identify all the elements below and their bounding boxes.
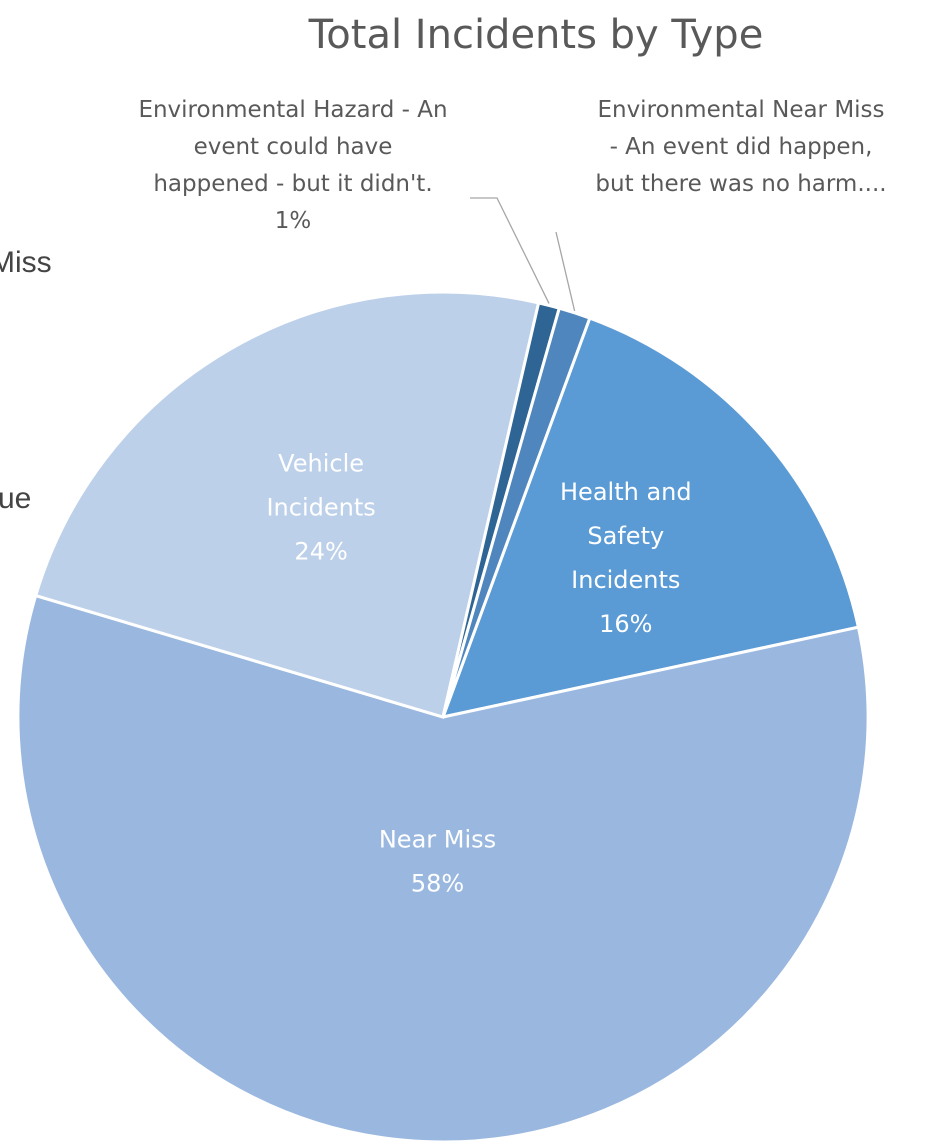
pie-slice-vehicle-incidents [33, 290, 541, 719]
slice-label-health-and-safety-incidents-0: Health and [560, 478, 692, 506]
slice-label-near-miss-0: Near Miss [379, 825, 496, 853]
chart-title: Total Incidents by Type [308, 12, 764, 58]
slice-label-environmental-near-miss-an-event-did-hap-0: Environmental Near Miss [597, 97, 884, 123]
slice-labels: Health and Safety Incidents 16% Near Miss 58%… [138, 97, 886, 897]
slice-label-health-and-safety-incidents-2: Incidents [571, 566, 680, 594]
slice-label-environmental-near-miss-an-event-did-hap-2: but there was no harm.... [595, 171, 886, 197]
slice-label-environmental-hazard-an-event-could-have-2: happened - but it didn't. [153, 171, 432, 197]
slice-label-near-miss-1: 58% [411, 869, 464, 897]
leader-lines [470, 197, 576, 312]
slice-label-environmental-near-miss-an-event-did-hap-1: - An event did happen, [610, 134, 873, 160]
background-text-ue: ue [0, 482, 31, 515]
slice-label-environmental-hazard-an-event-could-have-3: 1% [275, 208, 312, 234]
pie-slices [16, 290, 870, 1144]
slice-label-vehicle-incidents-0: Vehicle [278, 450, 364, 478]
pie-slice-environmental-near-miss-an-event-did-hap [441, 306, 592, 718]
pie-slice-health-and-safety-incidents [440, 316, 861, 720]
leader-line-environmental-hazard-an-event-could-have [470, 197, 550, 304]
slice-label-vehicle-incidents-1: Incidents [266, 494, 375, 522]
slice-label-environmental-hazard-an-event-could-have-1: event could have [194, 134, 393, 160]
slice-label-health-and-safety-incidents-1: Safety [587, 522, 664, 550]
slice-label-environmental-hazard-an-event-could-have-0: Environmental Hazard - An [138, 97, 447, 123]
leader-line-environmental-near-miss-an-event-did-hap [555, 231, 576, 312]
background-text-miss: Miss [0, 246, 52, 279]
slice-label-vehicle-incidents-2: 24% [294, 538, 347, 566]
slice-label-health-and-safety-incidents-3: 16% [599, 610, 652, 638]
